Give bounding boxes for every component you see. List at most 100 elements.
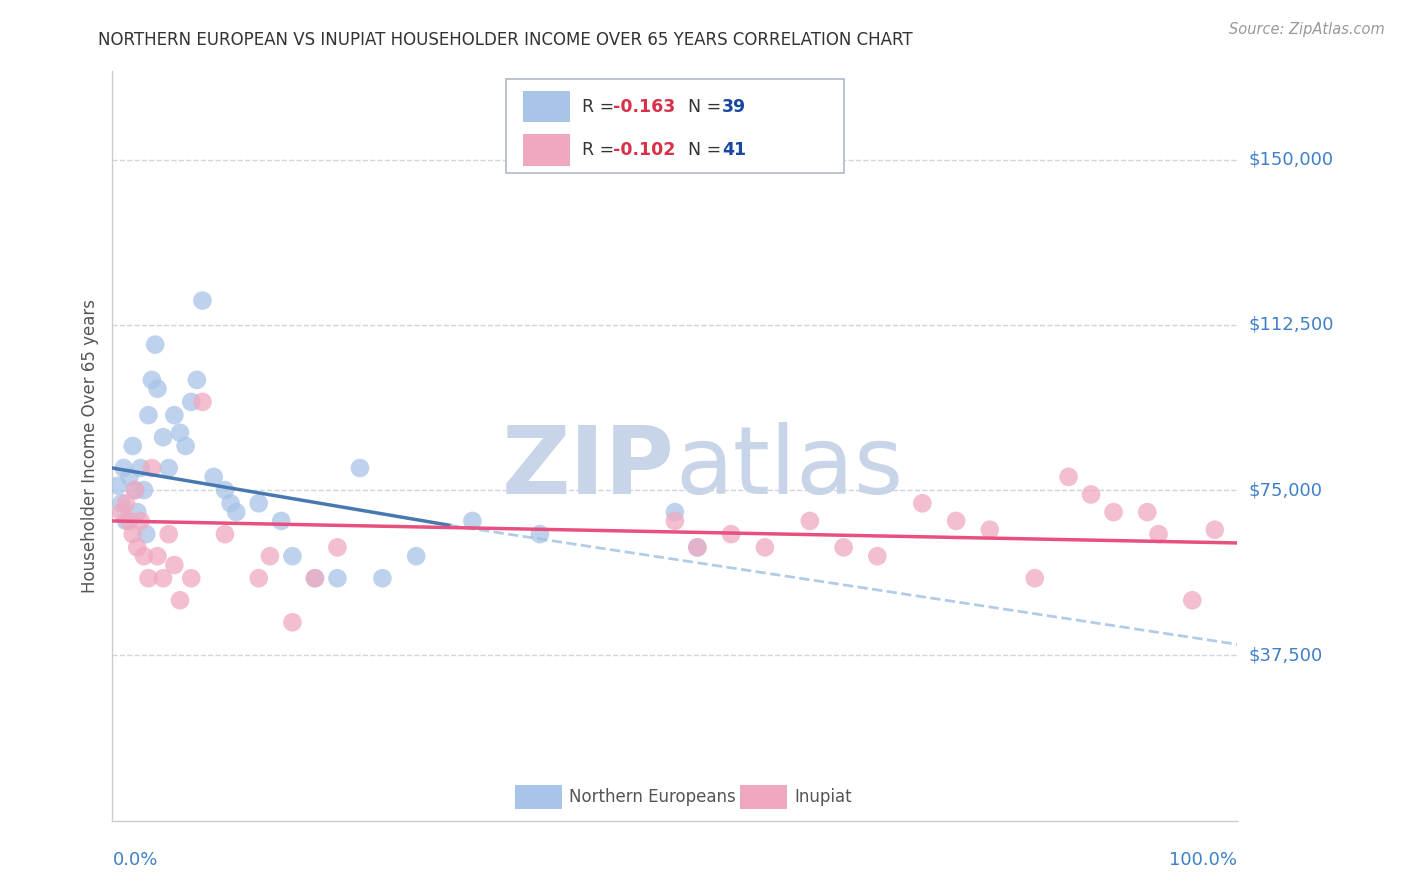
Point [141,461,163,475]
Point [146,382,169,396]
Point [979,523,1001,537]
Text: R =: R = [582,98,619,116]
Point [169,425,191,440]
Point [686,541,709,555]
Point [118,514,141,528]
Point [180,571,202,585]
FancyBboxPatch shape [515,785,562,809]
Point [191,395,214,409]
Point [163,558,186,572]
Text: NORTHERN EUROPEAN VS INUPIAT HOUSEHOLDER INCOME OVER 65 YEARS CORRELATION CHART: NORTHERN EUROPEAN VS INUPIAT HOUSEHOLDER… [98,31,912,49]
Point [146,549,169,564]
Point [115,496,138,510]
Point [110,505,132,519]
Point [138,408,160,422]
Point [281,549,304,564]
Point [1147,527,1170,541]
Point [664,514,686,528]
Point [143,337,166,351]
Point [349,461,371,475]
Text: -0.163: -0.163 [613,98,675,116]
Point [127,505,149,519]
Point [132,483,155,497]
Text: $75,000: $75,000 [1249,481,1323,500]
Point [1024,571,1046,585]
Point [326,541,349,555]
FancyBboxPatch shape [523,91,571,122]
Point [110,496,132,510]
Point [214,483,236,497]
Point [405,549,427,564]
Point [911,496,934,510]
Point [371,571,394,585]
Point [664,505,686,519]
Point [186,373,208,387]
Point [529,527,551,541]
Text: $150,000: $150,000 [1249,151,1333,169]
Text: ZIP: ZIP [502,423,675,515]
Point [129,514,152,528]
Point [191,293,214,308]
Point [152,571,174,585]
Point [214,527,236,541]
Point [152,430,174,444]
Point [1136,505,1159,519]
Point [163,408,186,422]
Point [1057,470,1080,484]
Point [225,505,247,519]
Point [686,541,709,555]
Text: 100.0%: 100.0% [1170,851,1237,869]
Point [127,541,149,555]
Point [945,514,967,528]
Point [247,496,270,510]
Point [247,571,270,585]
Point [129,461,152,475]
Text: -0.102: -0.102 [613,141,675,159]
Point [115,514,138,528]
Point [832,541,855,555]
Point [141,373,163,387]
Point [720,527,742,541]
Point [112,461,135,475]
Point [281,615,304,630]
Point [157,527,180,541]
Point [180,395,202,409]
Point [202,470,225,484]
Point [138,571,160,585]
Point [174,439,197,453]
FancyBboxPatch shape [740,785,787,809]
Point [304,571,326,585]
Point [124,483,146,497]
Text: R =: R = [582,141,619,159]
Point [326,571,349,585]
Point [1080,487,1102,501]
Text: atlas: atlas [675,423,903,515]
Point [132,549,155,564]
Text: $112,500: $112,500 [1249,316,1334,334]
Text: Source: ZipAtlas.com: Source: ZipAtlas.com [1229,22,1385,37]
Text: Northern Europeans: Northern Europeans [569,788,735,805]
Point [1102,505,1125,519]
Point [118,470,141,484]
Text: N =: N = [689,141,727,159]
Point [259,549,281,564]
Text: Inupiat: Inupiat [794,788,852,805]
Point [107,478,129,492]
Point [135,527,157,541]
Y-axis label: Householder Income Over 65 years: Householder Income Over 65 years [80,299,98,593]
Text: 39: 39 [723,98,747,116]
Text: $37,500: $37,500 [1249,647,1323,665]
Point [1204,523,1226,537]
Point [169,593,191,607]
Point [121,439,143,453]
Text: 41: 41 [723,141,747,159]
Point [866,549,889,564]
Point [219,496,242,510]
Point [461,514,484,528]
FancyBboxPatch shape [506,78,844,172]
Text: N =: N = [689,98,727,116]
Point [799,514,821,528]
Text: 0.0%: 0.0% [112,851,157,869]
Point [157,461,180,475]
Point [124,483,146,497]
